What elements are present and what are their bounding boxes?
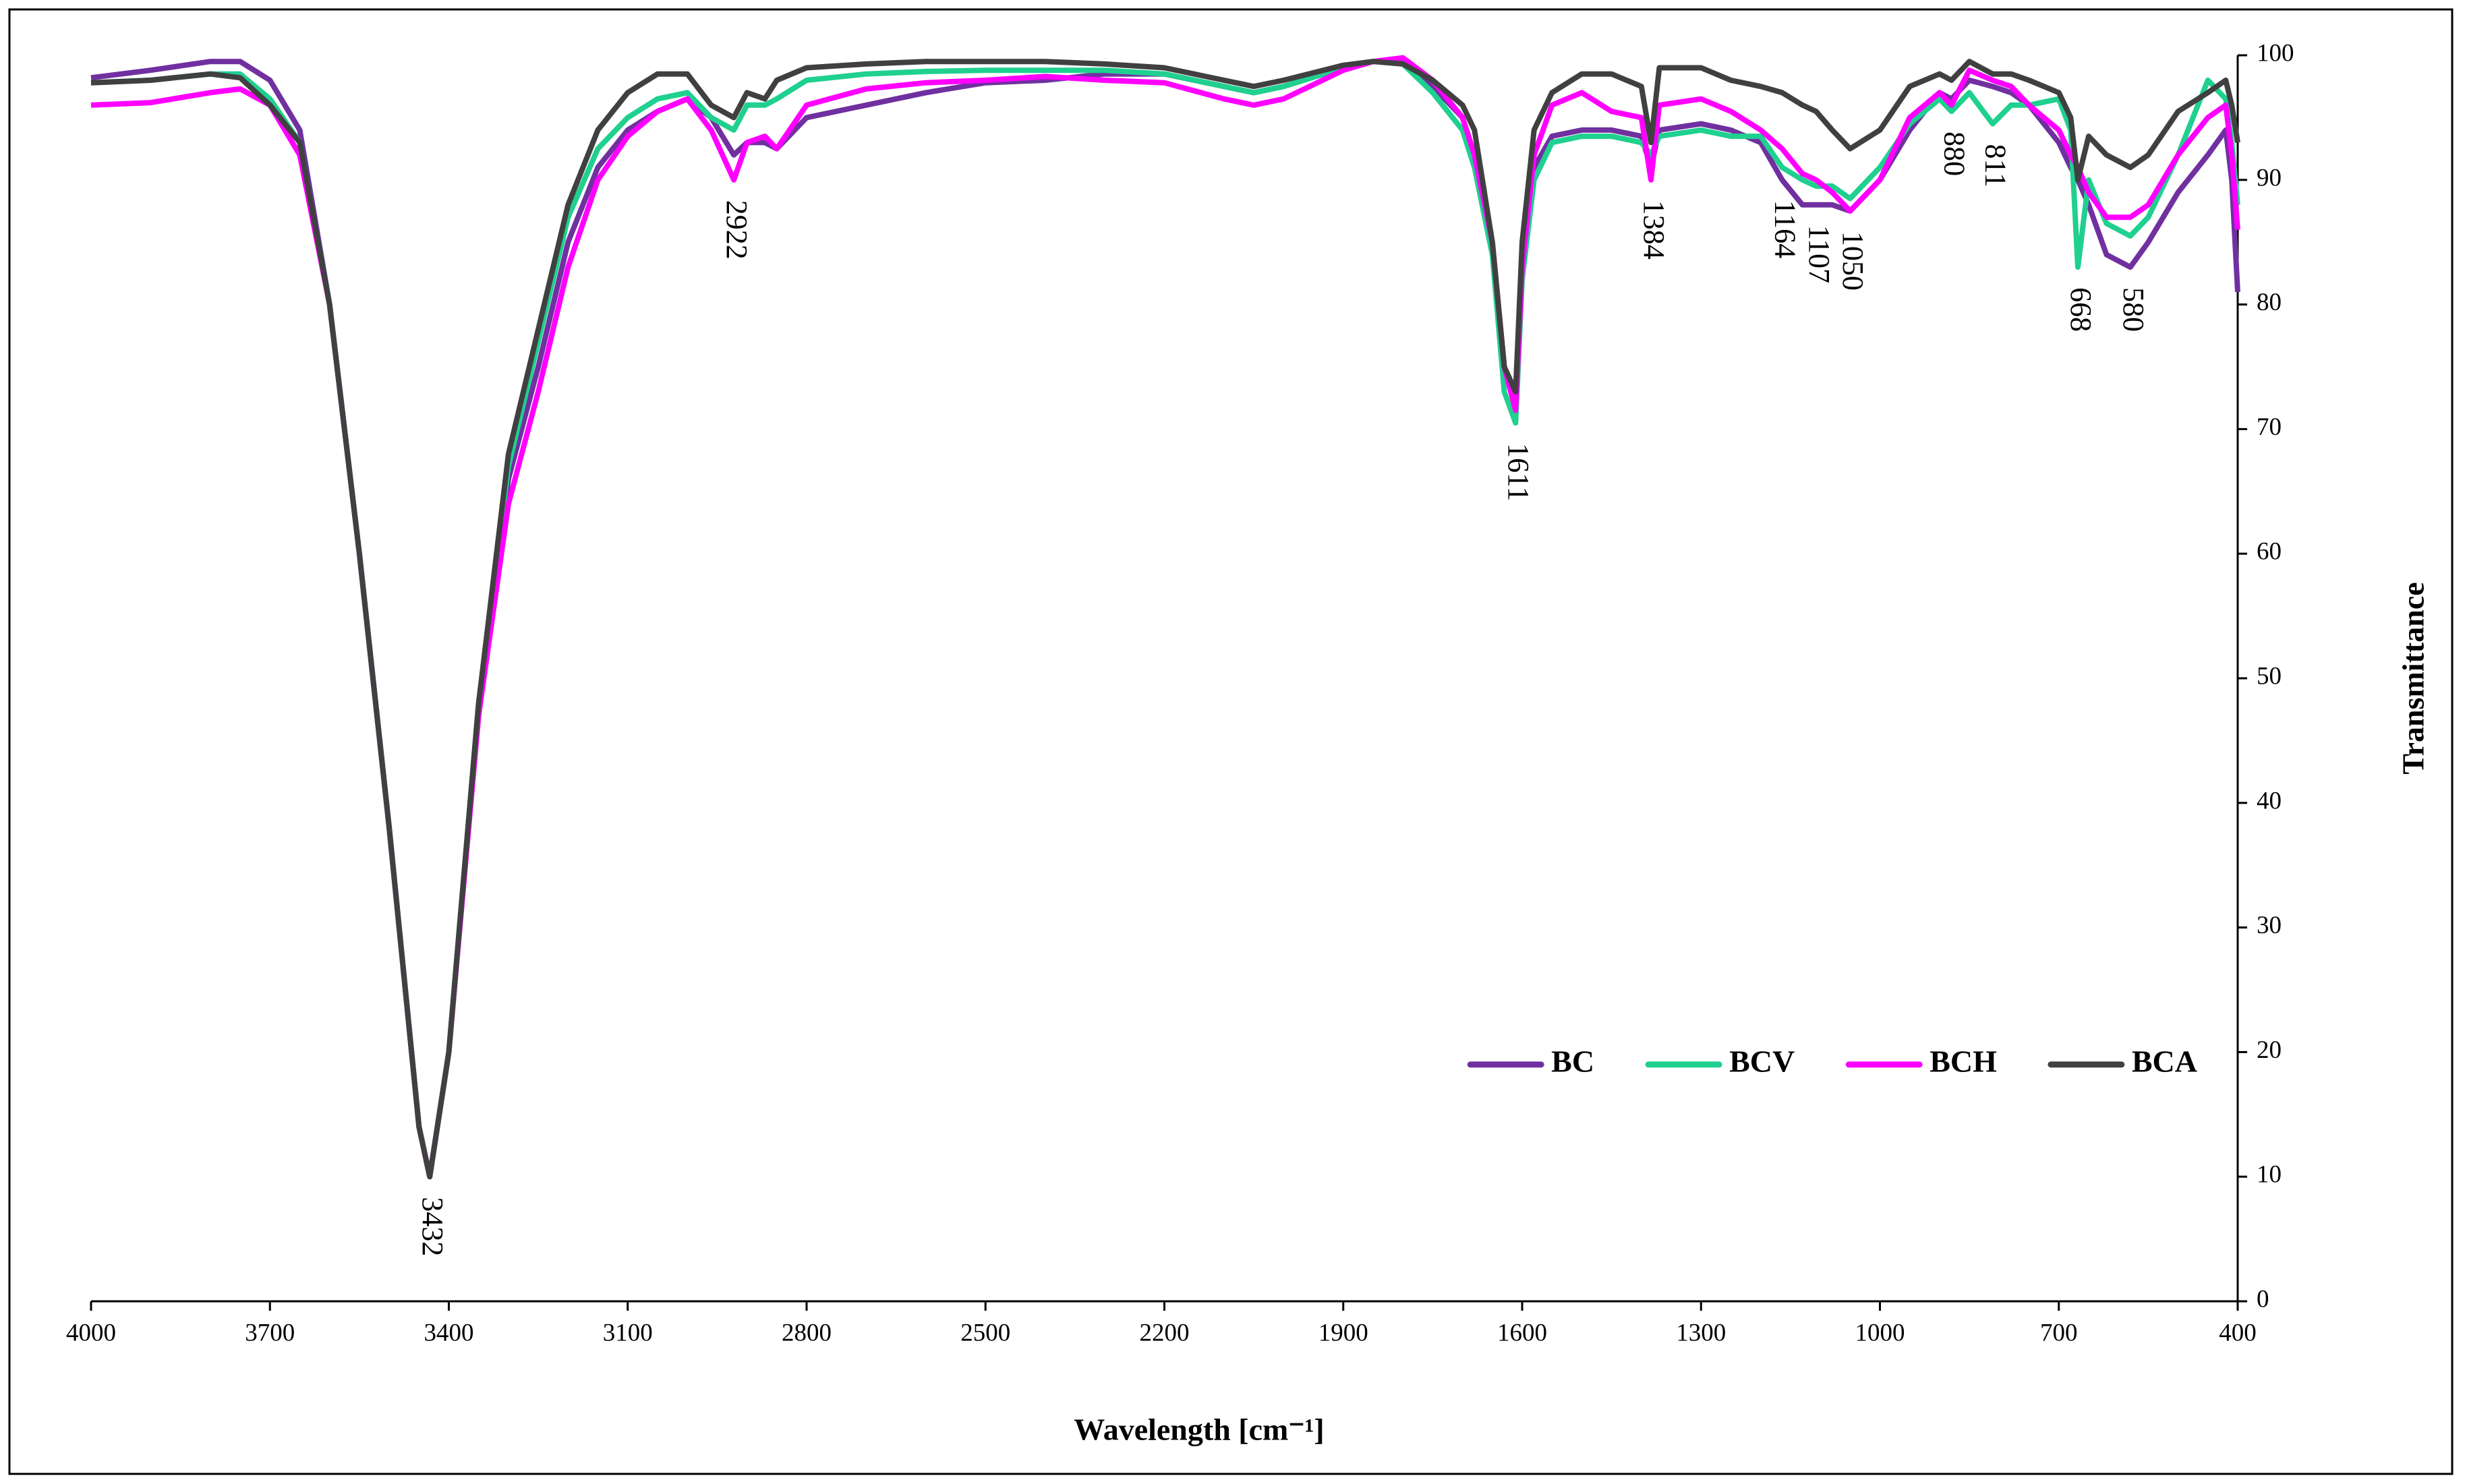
peak-label: 811: [1979, 144, 2012, 187]
x-tick-label: 2200: [1140, 1319, 1190, 1346]
y-tick-label: 80: [2257, 289, 2282, 316]
x-tick-label: 2500: [960, 1319, 1010, 1346]
x-tick-label: 700: [2040, 1319, 2078, 1346]
peak-label: 3432: [416, 1197, 449, 1256]
frame: [8, 8, 2454, 1475]
x-tick-label: 1300: [1676, 1319, 1726, 1346]
y-axis-title: Transmittance: [2396, 582, 2431, 774]
x-tick-label: 4000: [66, 1319, 116, 1346]
series-line: [90, 59, 2240, 1180]
y-tick-label: 90: [2257, 164, 2282, 191]
peak-label: 1611: [1502, 443, 1535, 501]
x-tick-label: 3700: [245, 1319, 295, 1346]
series-line: [90, 55, 2240, 1180]
x-tick-label: 2800: [782, 1319, 832, 1346]
x-tick-label: 1000: [1855, 1319, 1905, 1346]
y-tick-label: 10: [2257, 1161, 2282, 1189]
peak-label: 880: [1938, 131, 1971, 176]
y-tick-label: 100: [2257, 39, 2294, 67]
y-tick-label: 30: [2257, 912, 2282, 939]
x-tick-label: 3400: [424, 1319, 474, 1346]
x-tick-label: 1600: [1497, 1319, 1547, 1346]
y-tick-label: 60: [2257, 538, 2282, 566]
legend-label: BCA: [2132, 1044, 2197, 1078]
legend-label: BCH: [1929, 1044, 1997, 1078]
x-tick-label: 400: [2219, 1319, 2257, 1346]
legend-label: BCV: [1729, 1044, 1795, 1078]
peak-label: 580: [2117, 287, 2150, 332]
x-tick-label: 1900: [1318, 1319, 1368, 1346]
x-axis-title: Wavelength [cm⁻¹]: [1074, 1413, 1325, 1447]
peak-label: 1164: [1768, 200, 1801, 258]
y-tick-label: 70: [2257, 413, 2282, 441]
peak-label: 1107: [1803, 225, 1836, 283]
y-tick-label: 50: [2257, 662, 2282, 690]
y-tick-label: 0: [2257, 1285, 2269, 1313]
x-tick-label: 3100: [603, 1319, 653, 1346]
y-tick-label: 40: [2257, 787, 2282, 814]
peak-label: 668: [2064, 287, 2097, 332]
y-tick-label: 20: [2257, 1036, 2282, 1064]
peak-label: 1050: [1836, 231, 1869, 291]
peak-label: 2922: [720, 200, 753, 260]
series-line: [90, 59, 2240, 1180]
peak-label: 1384: [1637, 200, 1671, 260]
legend-label: BC: [1551, 1044, 1594, 1078]
